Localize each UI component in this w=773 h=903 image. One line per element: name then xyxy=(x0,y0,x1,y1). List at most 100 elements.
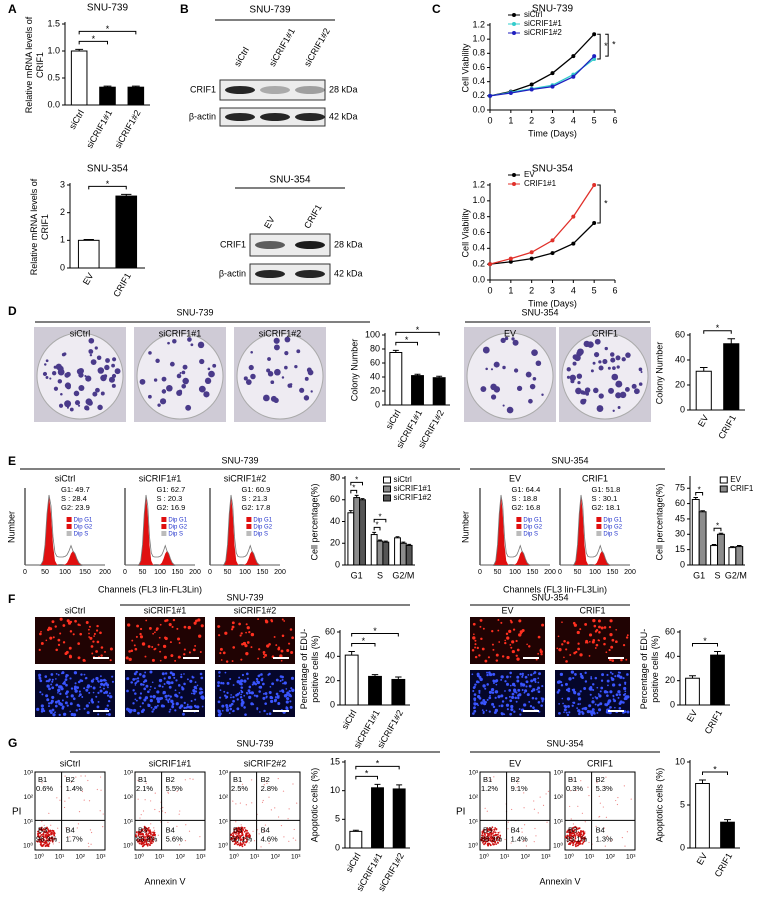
cell xyxy=(38,676,42,680)
cell xyxy=(200,695,204,699)
sample-label: siCRIF1#1 xyxy=(139,473,182,483)
event xyxy=(56,797,58,799)
cell xyxy=(615,640,618,644)
cell xyxy=(270,696,274,700)
error-bar xyxy=(352,829,359,832)
hist-tick-label: 150 xyxy=(607,569,619,576)
cell xyxy=(248,695,252,699)
cell xyxy=(79,679,83,682)
cell xyxy=(280,654,283,658)
cell xyxy=(158,684,162,688)
quadrant-percent: 1.4% xyxy=(511,834,528,843)
event xyxy=(241,831,244,834)
cell xyxy=(504,680,507,683)
event xyxy=(533,808,536,810)
hist-tick-label: 150 xyxy=(172,569,184,576)
legend-swatch xyxy=(516,524,522,529)
quadrant-percent: 88.3% xyxy=(481,834,503,843)
cell xyxy=(557,635,560,638)
event xyxy=(490,837,493,840)
cell xyxy=(623,686,627,691)
event xyxy=(149,844,151,847)
hist-tick-label: 0 xyxy=(208,569,212,576)
event xyxy=(574,825,577,828)
cell xyxy=(165,698,168,701)
cell xyxy=(586,710,590,714)
x-tick-label: G1 xyxy=(693,570,705,580)
cell xyxy=(241,700,245,705)
colony xyxy=(250,350,253,354)
cell xyxy=(88,691,91,694)
colony xyxy=(617,406,621,409)
axis-tick-label: 10³ xyxy=(24,770,34,777)
cell xyxy=(97,691,100,694)
cell xyxy=(623,697,627,701)
colony xyxy=(273,337,280,344)
cell xyxy=(509,676,512,678)
cell xyxy=(624,681,627,684)
cell xyxy=(95,695,98,698)
error-bar xyxy=(348,650,355,656)
cell xyxy=(625,658,628,661)
bar xyxy=(432,377,446,406)
axis-tick-label: 10¹ xyxy=(55,854,65,861)
y-tick-label: 10 xyxy=(675,756,685,766)
event xyxy=(623,785,625,787)
y-axis-label: Colony Number xyxy=(349,338,360,402)
cell xyxy=(534,681,537,683)
cell xyxy=(592,688,595,692)
event xyxy=(583,838,586,841)
colony xyxy=(181,370,186,375)
quadrant-label: B2 xyxy=(66,775,75,784)
colony xyxy=(531,349,538,357)
cell xyxy=(239,695,243,699)
cell xyxy=(537,652,540,655)
cell xyxy=(130,708,133,712)
cell xyxy=(88,625,91,628)
event xyxy=(64,800,66,802)
cell xyxy=(497,629,500,632)
cell xyxy=(492,648,495,651)
series-line xyxy=(489,55,595,97)
cell xyxy=(537,690,541,694)
cell xyxy=(230,702,234,706)
cell xyxy=(487,656,490,659)
event xyxy=(142,842,145,845)
significance-label: * xyxy=(416,325,420,335)
cell xyxy=(477,704,479,707)
axis-tick-label: 10³ xyxy=(96,854,106,861)
cell xyxy=(521,675,524,678)
event xyxy=(148,837,151,840)
cell xyxy=(478,696,482,700)
cell xyxy=(159,650,162,653)
event xyxy=(144,836,147,838)
error-bar xyxy=(736,545,742,547)
colony xyxy=(45,376,49,379)
event xyxy=(571,839,574,842)
y-tick-label: 60 xyxy=(665,626,675,636)
event xyxy=(156,840,158,842)
cell xyxy=(200,624,204,628)
cycle-stat: G2: 23.9 xyxy=(61,503,90,512)
cell xyxy=(259,711,261,713)
cell xyxy=(490,687,495,692)
cell xyxy=(279,690,281,692)
colony xyxy=(167,341,170,345)
cell xyxy=(139,682,143,686)
y-tick-label: 15 xyxy=(675,544,685,554)
colony xyxy=(566,367,571,372)
cell xyxy=(194,690,198,693)
event xyxy=(236,841,239,844)
cell xyxy=(54,700,58,704)
event xyxy=(70,781,72,783)
cell xyxy=(595,643,599,647)
colony xyxy=(45,359,49,363)
legend-label: Dip S xyxy=(253,532,268,538)
event xyxy=(523,807,525,809)
cell xyxy=(78,690,81,693)
event xyxy=(243,843,246,846)
cell xyxy=(268,643,271,646)
blot-band xyxy=(260,113,290,121)
cell xyxy=(521,674,524,677)
cell xyxy=(281,678,284,681)
